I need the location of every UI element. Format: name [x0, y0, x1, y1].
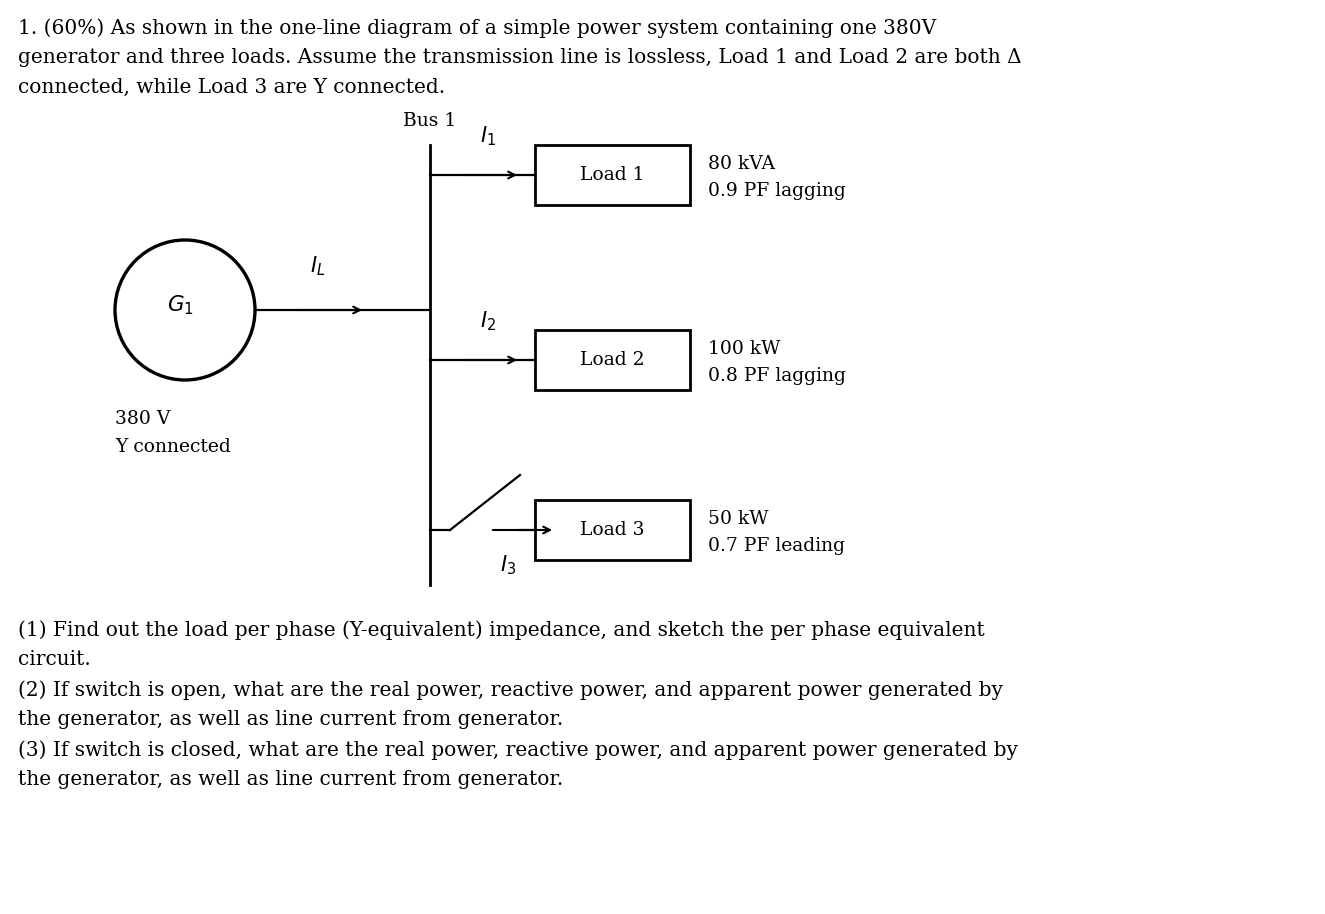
Text: Load 1: Load 1 — [580, 166, 645, 184]
Text: connected, while Load 3 are Y connected.: connected, while Load 3 are Y connected. — [19, 78, 445, 97]
Text: (3) If switch is closed, what are the real power, reactive power, and apparent p: (3) If switch is closed, what are the re… — [19, 740, 1018, 760]
Text: 50 kW: 50 kW — [708, 510, 768, 528]
Text: circuit.: circuit. — [19, 650, 90, 669]
Text: the generator, as well as line current from generator.: the generator, as well as line current f… — [19, 710, 563, 729]
Text: Load 2: Load 2 — [580, 351, 645, 369]
Text: $G_1$: $G_1$ — [167, 293, 193, 317]
Text: generator and three loads. Assume the transmission line is lossless, Load 1 and : generator and three loads. Assume the tr… — [19, 48, 1022, 67]
Text: $I_2$: $I_2$ — [480, 310, 496, 333]
Text: the generator, as well as line current from generator.: the generator, as well as line current f… — [19, 770, 563, 789]
Text: (1) Find out the load per phase (Y-equivalent) impedance, and sketch the per pha: (1) Find out the load per phase (Y-equiv… — [19, 620, 984, 640]
Text: Load 3: Load 3 — [580, 521, 645, 539]
Text: $I_3$: $I_3$ — [500, 553, 517, 577]
Text: 380 V: 380 V — [115, 410, 171, 428]
Text: $I_1$: $I_1$ — [480, 124, 496, 148]
Bar — [535, 330, 690, 390]
Text: 1. (60%) As shown in the one-line diagram of a simple power system containing on: 1. (60%) As shown in the one-line diagra… — [19, 18, 937, 37]
Text: 100 kW: 100 kW — [708, 340, 780, 358]
Text: 80 kVA: 80 kVA — [708, 155, 775, 173]
Text: Bus 1: Bus 1 — [403, 112, 457, 130]
Bar — [535, 145, 690, 205]
Text: 0.8 PF lagging: 0.8 PF lagging — [708, 367, 845, 385]
Text: 0.9 PF lagging: 0.9 PF lagging — [708, 182, 845, 200]
Text: 0.7 PF leading: 0.7 PF leading — [708, 537, 845, 555]
Text: (2) If switch is open, what are the real power, reactive power, and apparent pow: (2) If switch is open, what are the real… — [19, 680, 1003, 699]
Bar — [535, 500, 690, 560]
Text: $I_L$: $I_L$ — [310, 254, 326, 278]
Text: Y connected: Y connected — [115, 438, 231, 456]
